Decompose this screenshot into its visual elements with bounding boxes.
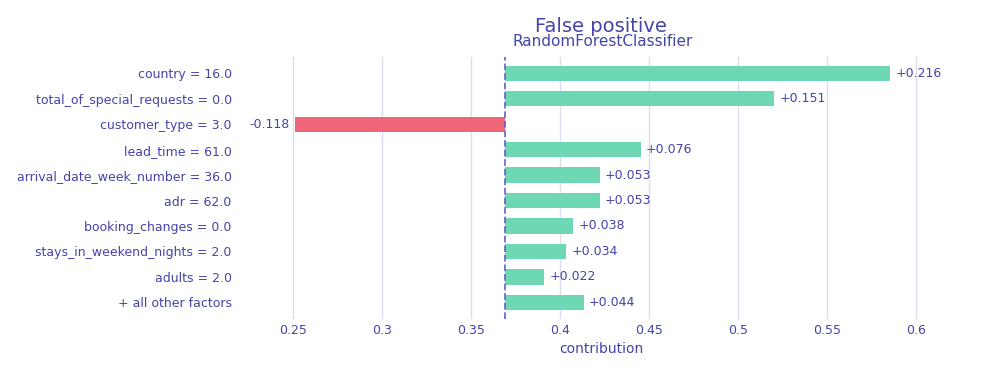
Bar <box>505 244 566 259</box>
Text: +0.034: +0.034 <box>571 245 617 258</box>
Title: False positive: False positive <box>536 17 667 36</box>
Bar <box>505 193 600 208</box>
Text: +0.053: +0.053 <box>605 194 652 207</box>
Text: -0.118: -0.118 <box>250 117 290 131</box>
Bar <box>505 66 890 81</box>
Text: +0.044: +0.044 <box>589 296 635 309</box>
Bar <box>505 167 600 183</box>
Bar <box>295 116 505 132</box>
Bar <box>505 142 641 157</box>
Bar <box>505 295 584 310</box>
Bar <box>505 91 774 106</box>
Text: +0.076: +0.076 <box>646 143 692 156</box>
Text: +0.053: +0.053 <box>605 169 652 182</box>
Text: RandomForestClassifier: RandomForestClassifier <box>512 34 693 49</box>
Text: +0.038: +0.038 <box>578 219 625 232</box>
Text: +0.151: +0.151 <box>780 92 826 105</box>
Bar <box>505 269 545 285</box>
Bar <box>505 218 573 233</box>
Text: +0.022: +0.022 <box>549 270 596 283</box>
X-axis label: contribution: contribution <box>559 342 644 356</box>
Text: +0.216: +0.216 <box>896 67 942 80</box>
